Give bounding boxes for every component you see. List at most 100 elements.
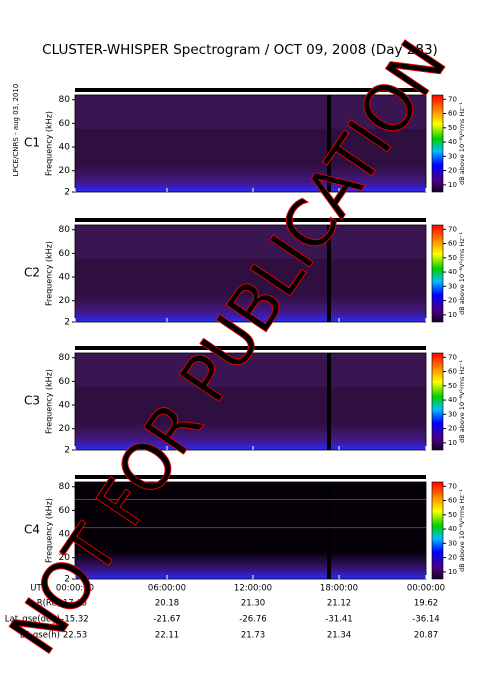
y-axis-label: Frequency (kHz) (45, 111, 54, 176)
ephemeris-value: -21.67 (153, 615, 180, 625)
ephemeris-row-label: R(Re) (37, 599, 60, 609)
colorbar (431, 481, 444, 580)
colorbar-tick-label: 40 (448, 138, 457, 146)
y-axis-label: Frequency (kHz) (45, 369, 54, 434)
ephemeris-value: 06:00:00 (148, 584, 186, 594)
spectrogram-upper-band (75, 95, 426, 129)
colorbar-tick-label: 40 (448, 268, 457, 276)
panel-label: C1 (24, 136, 40, 150)
colorbar-tick-label: 50 (448, 124, 457, 132)
plot-frame (74, 481, 427, 580)
y-tick-label: 60 (59, 249, 71, 259)
title: CLUSTER-WHISPER Spectrogram / OCT 09, 20… (42, 42, 438, 58)
colorbar-tick-label: 60 (448, 110, 457, 118)
data-gap (327, 353, 331, 450)
ephemeris-row-label: LT_gse(h) (20, 631, 60, 641)
spectrogram-low-band (75, 294, 426, 322)
y-tick-label: 40 (59, 143, 71, 153)
ephemeris-value: -31.41 (325, 615, 352, 625)
ephemeris-value: 21.12 (327, 599, 351, 609)
colorbar-tick-label: 30 (448, 282, 457, 290)
ephemeris-value: -36.14 (412, 615, 439, 625)
ephemeris-value: -26.76 (239, 615, 266, 625)
colorbar-tick-label: 50 (448, 511, 457, 519)
colorbar-tick-label: 40 (448, 396, 457, 404)
spectrogram-low-band (75, 422, 426, 450)
y-axis-label: Frequency (kHz) (45, 498, 54, 563)
y-tick-label: 2 (64, 446, 70, 456)
colorbar-tick-label: 10 (448, 439, 457, 447)
ephemeris-value: 22.53 (63, 631, 87, 641)
panel-header-bar (75, 475, 426, 479)
colorbar-tick-label: 30 (448, 152, 457, 160)
colorbar-label: dB above 10⁻⁸V²rms Hz⁻¹ (458, 232, 466, 315)
plot-frame (74, 224, 427, 323)
y-tick-label: 20 (59, 296, 71, 306)
side-label: LPCE/CNRS - aug 03, 2010 (12, 84, 20, 177)
y-tick-label: 40 (59, 273, 71, 283)
plot-frame (74, 94, 427, 193)
y-tick-label: 20 (59, 166, 71, 176)
ephemeris-row-label: Lat_gse(deg) (5, 615, 60, 625)
colorbar-label: dB above 10⁻⁸V²rms Hz⁻¹ (458, 489, 466, 572)
colorbar-tick-label: 20 (448, 167, 457, 175)
ephemeris-value: 17.65 (63, 599, 87, 609)
colorbar-tick-label: 70 (448, 353, 457, 361)
y-tick-label: 2 (64, 318, 70, 328)
colorbar (431, 224, 444, 323)
y-tick-label: 80 (59, 353, 71, 363)
colorbar (431, 94, 444, 193)
data-gap (327, 95, 331, 192)
y-tick-label: 40 (59, 530, 71, 540)
colorbar-tick-label: 40 (448, 525, 457, 533)
colorbar-tick-label: 70 (448, 95, 457, 103)
colorbar-tick-label: 20 (448, 554, 457, 562)
spectrogram-low-band (75, 551, 426, 579)
y-tick-label: 80 (59, 95, 71, 105)
panel-label: C2 (24, 266, 40, 280)
ephemeris-value: 12:00:00 (234, 584, 272, 594)
colorbar-tick-label: 60 (448, 497, 457, 505)
y-tick-label: 20 (59, 553, 71, 563)
ephemeris-value: 20.87 (414, 631, 438, 641)
y-tick-label: 60 (59, 377, 71, 387)
colorbar-tick-label: 60 (448, 240, 457, 248)
ephemeris-value: 19.62 (414, 599, 438, 609)
panel-label: C4 (24, 523, 40, 537)
colorbar-tick-label: 50 (448, 382, 457, 390)
colorbar-tick-label: 10 (448, 568, 457, 576)
colorbar-tick-label: 20 (448, 297, 457, 305)
spectrogram-upper-band (75, 353, 426, 387)
y-tick-label: 80 (59, 482, 71, 492)
ephemeris-value: 00:00:00 (56, 584, 94, 594)
ephemeris-value: 18:00:00 (320, 584, 358, 594)
colorbar-tick-label: 70 (448, 225, 457, 233)
ephemeris-value: 21.73 (241, 631, 265, 641)
y-tick-label: 2 (64, 575, 70, 585)
y-tick-label: 2 (64, 188, 70, 198)
y-tick-label: 80 (59, 225, 71, 235)
colorbar-tick-label: 70 (448, 482, 457, 490)
panel-header-bar (75, 88, 426, 92)
colorbar-tick-label: 10 (448, 181, 457, 189)
y-tick-label: 60 (59, 506, 71, 516)
colorbar (431, 352, 444, 451)
y-tick-label: 20 (59, 424, 71, 434)
ephemeris-value: -15.32 (61, 615, 88, 625)
ephemeris-value: 00:00:00 (407, 584, 445, 594)
colorbar-label: dB above 10⁻⁸V²rms Hz⁻¹ (458, 102, 466, 185)
panel-header-bar (75, 218, 426, 222)
panel-label: C3 (24, 394, 40, 408)
y-tick-label: 40 (59, 401, 71, 411)
ephemeris-value: 21.30 (241, 599, 265, 609)
data-gap (327, 225, 331, 322)
data-gap (327, 482, 331, 579)
y-tick-label: 60 (59, 119, 71, 129)
y-axis-label: Frequency (kHz) (45, 241, 54, 306)
ephemeris-value: 21.34 (327, 631, 351, 641)
colorbar-tick-label: 60 (448, 368, 457, 376)
panel-header-bar (75, 346, 426, 350)
ephemeris-value: 20.18 (155, 599, 179, 609)
colorbar-tick-label: 10 (448, 311, 457, 319)
